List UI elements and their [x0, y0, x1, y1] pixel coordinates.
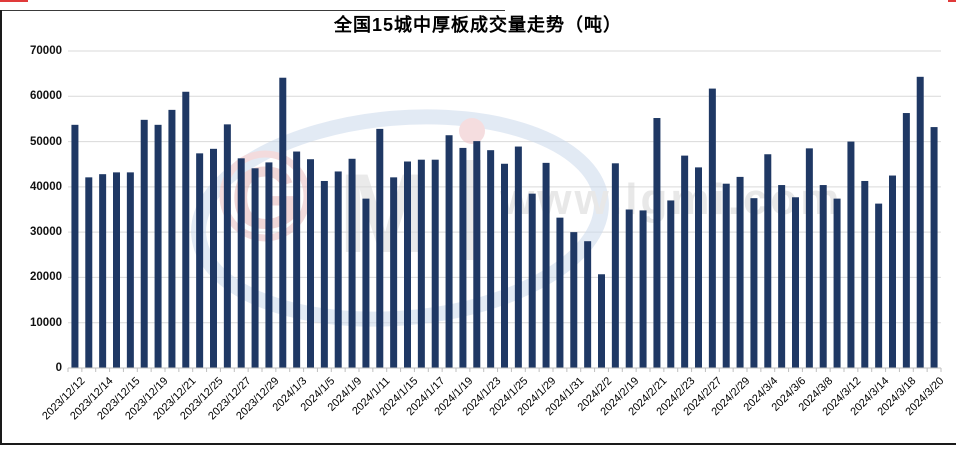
bar	[833, 198, 841, 368]
bar	[805, 148, 813, 368]
bar	[556, 217, 564, 368]
bar	[625, 209, 633, 368]
bar	[182, 91, 190, 368]
bar	[251, 168, 259, 368]
y-tick-label: 50000	[30, 135, 62, 148]
bar	[570, 232, 578, 368]
bar	[71, 124, 79, 368]
bar	[293, 151, 301, 368]
bar	[85, 177, 93, 368]
watermark-letter-i-dot-icon	[459, 118, 485, 144]
bar	[930, 127, 938, 368]
bar	[348, 158, 356, 368]
bar	[708, 88, 716, 368]
bar	[99, 174, 107, 368]
bar	[875, 203, 883, 368]
bar	[598, 274, 605, 368]
bar	[639, 210, 647, 368]
bar	[514, 146, 522, 368]
y-tick-label: 20000	[30, 271, 62, 284]
bar	[487, 150, 495, 368]
y-tick-label: 40000	[30, 180, 62, 193]
bar	[140, 119, 148, 368]
chart-border-left	[0, 10, 2, 444]
bar	[334, 171, 342, 368]
bar	[764, 154, 772, 368]
bar	[501, 163, 508, 368]
bar	[584, 241, 592, 368]
bar	[279, 77, 287, 368]
bar	[237, 158, 245, 368]
bar	[390, 177, 398, 368]
bars-layer	[71, 76, 938, 369]
bar	[307, 159, 314, 368]
bar	[722, 183, 730, 368]
bar	[847, 141, 855, 368]
y-tick-label: 60000	[30, 90, 62, 103]
y-tick-label: 30000	[30, 226, 62, 239]
bar	[459, 147, 467, 368]
bar	[417, 159, 425, 368]
bar	[736, 176, 744, 368]
bar	[611, 163, 619, 368]
bar	[320, 180, 328, 368]
bar	[404, 161, 411, 368]
bar	[210, 148, 217, 368]
y-tick-label: 0	[55, 362, 62, 374]
bar	[667, 200, 675, 368]
bar	[819, 185, 827, 368]
chart-border-top	[0, 10, 505, 11]
bar	[792, 197, 799, 368]
bar	[916, 76, 924, 368]
bar	[196, 153, 204, 368]
red-crop-mark-top-right	[948, 0, 956, 2]
bar	[902, 113, 910, 368]
bar	[223, 124, 231, 368]
red-crop-mark-top-left	[0, 0, 28, 2]
bar	[681, 155, 689, 368]
bar	[861, 180, 869, 368]
bar	[528, 193, 536, 368]
bar	[473, 141, 481, 368]
bar	[362, 198, 370, 368]
bar	[653, 118, 661, 369]
bar	[376, 128, 384, 368]
chart-border-bottom	[0, 443, 956, 445]
bar	[113, 172, 120, 368]
y-tick-label: 10000	[30, 316, 62, 329]
bar	[778, 185, 786, 368]
bar	[126, 172, 134, 368]
y-tick-label: 70000	[30, 45, 62, 57]
axis-layer	[67, 367, 942, 372]
bar	[431, 159, 439, 368]
bar	[542, 162, 550, 368]
bar	[750, 198, 758, 368]
bar	[154, 124, 162, 368]
bar	[889, 175, 896, 368]
chart-title: 全国15城中厚板成交量走势（吨）	[333, 15, 623, 35]
bar	[445, 135, 453, 368]
bar	[265, 162, 273, 368]
bar	[695, 167, 702, 368]
bar	[168, 109, 176, 369]
